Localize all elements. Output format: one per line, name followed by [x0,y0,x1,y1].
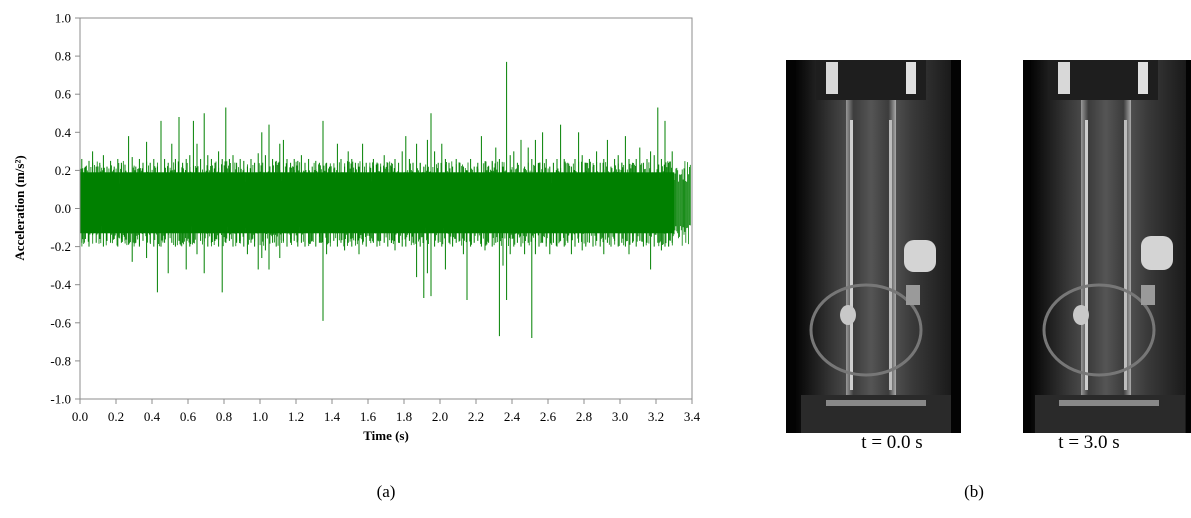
x-tick-label: 2.8 [576,409,592,424]
y-tick-label: 0.0 [55,201,71,216]
photo-caption-t0: t = 0.0 s [861,432,923,453]
y-tick-label: -0.4 [50,277,71,292]
y-tick-label: -0.6 [50,315,71,330]
y-axis-title: Acceleration (m/s²) [12,155,27,260]
x-tick-label: 0.4 [144,409,161,424]
y-tick-label: -0.8 [50,353,71,368]
tube-photo-image [786,60,961,433]
x-tick-label: 0.6 [180,409,197,424]
y-tick-label: 0.2 [55,163,71,178]
photo-caption-t3: t = 3.0 s [1058,432,1120,453]
x-tick-label: 1.0 [252,409,268,424]
y-axis-ticks: 1.0 0.8 0.6 0.4 0.2 0.0 -0.2 -0.4 -0.6 -0.8 -1.0 [50,11,80,407]
panel-label-b: (b) [964,482,984,501]
x-tick-label: 2.6 [540,409,557,424]
x-tick-label: 3.2 [648,409,664,424]
x-tick-label: 0.0 [72,409,88,424]
x-tick-label: 1.8 [396,409,412,424]
acceleration-series [80,61,675,339]
x-tick-label: 3.4 [684,409,701,424]
x-tick-label: 2.4 [504,409,521,424]
x-tick-label: 1.6 [360,409,377,424]
y-tick-label: 0.4 [55,125,72,140]
panel-label-a: (a) [376,482,396,501]
tube-photo-t0 [786,60,961,433]
x-tick-label: 2.2 [468,409,484,424]
x-axis-ticks: 0.0 0.2 0.4 0.6 0.8 1.0 1.2 1.4 1.6 1.8 2.0 2.2 2.4 2… [72,399,701,424]
y-tick-label: 0.6 [55,87,72,102]
x-axis-title: Time (s) [363,428,409,443]
x-tick-label: 1.4 [324,409,341,424]
y-tick-label: 1.0 [55,11,71,26]
y-tick-label: -0.2 [50,239,71,254]
y-tick-label: -1.0 [50,392,71,407]
tube-photo-image [1023,60,1191,433]
x-tick-label: 3.0 [612,409,628,424]
tube-photo-t3 [1023,60,1191,433]
x-tick-label: 2.0 [432,409,448,424]
x-tick-label: 0.2 [108,409,124,424]
x-tick-label: 0.8 [216,409,232,424]
y-tick-label: 0.8 [55,49,71,64]
x-tick-label: 1.2 [288,409,304,424]
